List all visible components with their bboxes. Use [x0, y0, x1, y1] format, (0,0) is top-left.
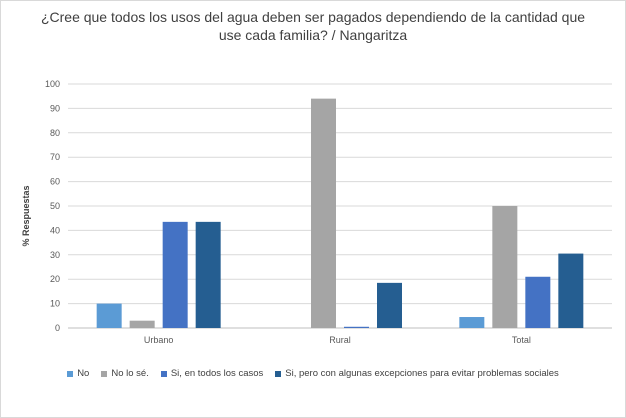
legend-label: Si, pero con algunas excepciones para ev… [285, 368, 559, 379]
legend-label: No [77, 368, 90, 379]
legend-swatch [101, 370, 108, 377]
y-tick-label: 50 [50, 201, 60, 211]
y-tick-label: 0 [55, 323, 60, 333]
y-tick-label: 10 [50, 299, 60, 309]
x-tick-label: Total [512, 335, 531, 345]
legend-swatch [275, 370, 282, 377]
x-tick-label: Urbano [144, 335, 174, 345]
y-tick-label: 100 [45, 79, 60, 89]
bar [459, 317, 485, 328]
chart-title: ¿Cree que todos los usos del agua deben … [0, 8, 626, 44]
y-tick-label: 30 [50, 250, 60, 260]
y-tick-label: 90 [50, 103, 60, 113]
x-tick-label: Rural [329, 335, 351, 345]
legend-item: No [67, 368, 89, 379]
legend-swatch [67, 370, 74, 377]
legend-item: Si, pero con algunas excepciones para ev… [275, 368, 559, 379]
legend-item: No lo sé. [101, 368, 149, 379]
bar [311, 98, 336, 328]
y-tick-label: 80 [50, 128, 60, 138]
legend-swatch [160, 370, 167, 377]
bar [558, 253, 584, 328]
legend: No No lo sé. Si, en todos los casos Si, per… [0, 368, 626, 379]
bar [96, 303, 122, 328]
bar [525, 276, 551, 328]
y-tick-label: 40 [50, 225, 60, 235]
chart-title-line-1: ¿Cree que todos los usos del agua deben … [40, 9, 586, 25]
chart-title-line-2: use cada familia? / Nangaritza [218, 27, 408, 43]
legend-item: Si, en todos los casos [160, 368, 264, 379]
bar [377, 282, 402, 328]
bar [492, 206, 518, 328]
bar [129, 320, 155, 328]
y-tick-label: 20 [50, 274, 60, 284]
bar [195, 221, 221, 328]
y-tick-label: 60 [50, 177, 60, 187]
legend-label: Si, en todos los casos [170, 368, 264, 379]
bar [162, 221, 188, 328]
y-tick-label: 70 [50, 152, 60, 162]
bar [344, 326, 369, 328]
legend-label: No lo sé. [111, 368, 149, 379]
